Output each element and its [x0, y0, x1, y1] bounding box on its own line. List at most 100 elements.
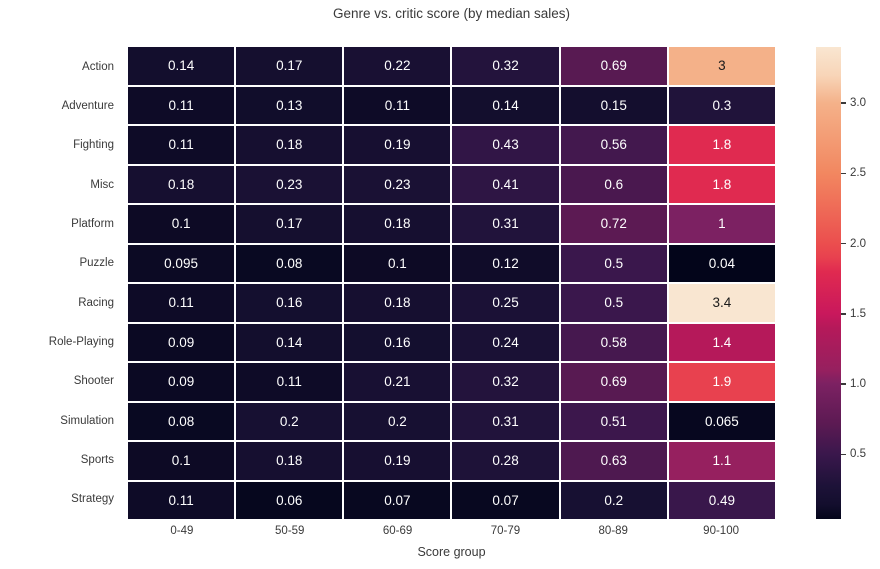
- heatmap-cell: 0.16: [344, 323, 451, 361]
- heatmap-cell: 0.14: [236, 323, 343, 361]
- heatmap-cell: 0.16: [236, 284, 343, 322]
- colorbar: [816, 47, 841, 519]
- heatmap-cell: 3: [668, 47, 775, 85]
- colorbar-tick-label: 1.0: [850, 378, 866, 391]
- heatmap-cell: 0.13: [236, 86, 343, 124]
- heatmap-cell: 0.22: [344, 47, 451, 85]
- colorbar-tick-mark: [841, 383, 846, 385]
- heatmap-cell: 3.4: [668, 284, 775, 322]
- heatmap-cell: 0.23: [236, 165, 343, 203]
- heatmap-cell: 0.49: [668, 481, 775, 519]
- heatmap-cell: 0.18: [236, 126, 343, 164]
- heatmap-cell: 0.14: [128, 47, 235, 85]
- heatmap-cell: 0.32: [452, 363, 559, 401]
- colorbar-tick-mark: [841, 242, 846, 245]
- x-tick-label: 90-100: [703, 525, 739, 537]
- heatmap-cell: 0.18: [344, 284, 451, 322]
- y-tick-label: Fighting: [73, 139, 114, 152]
- heatmap-cell: 0.11: [128, 284, 235, 322]
- heatmap-cell: 0.18: [344, 205, 451, 243]
- heatmap-cell: 0.17: [236, 47, 343, 85]
- heatmap-cell: 0.11: [236, 363, 343, 401]
- heatmap-cell: 0.09: [128, 323, 235, 361]
- heatmap-cell: 0.56: [560, 126, 667, 164]
- heatmap-cell: 0.19: [344, 442, 451, 480]
- y-tick-label: Strategy: [71, 493, 114, 506]
- x-tick-label: 50-59: [275, 525, 305, 537]
- heatmap-cell: 0.69: [560, 47, 667, 85]
- heatmap-cell: 0.17: [236, 205, 343, 243]
- y-tick-label: Shooter: [73, 375, 114, 388]
- heatmap-cell: 0.31: [452, 205, 559, 243]
- colorbar-tick-label: 2.0: [850, 237, 866, 250]
- heatmap-cell: 0.11: [128, 86, 235, 124]
- heatmap-cell: 0.69: [560, 363, 667, 401]
- heatmap-cell: 0.28: [452, 442, 559, 480]
- heatmap-cell: 0.43: [452, 126, 559, 164]
- heatmap-cell: 0.63: [560, 442, 667, 480]
- heatmap-cell: 1.4: [668, 323, 775, 361]
- heatmap-cell: 0.07: [344, 481, 451, 519]
- heatmap-cell: 0.15: [560, 86, 667, 124]
- heatmap-cell: 0.31: [452, 402, 559, 440]
- heatmap-cell: 0.19: [344, 126, 451, 164]
- heatmap-cell: 0.24: [452, 323, 559, 361]
- y-tick-label: Adventure: [61, 99, 114, 112]
- colorbar-tick-label: 1.5: [850, 307, 866, 320]
- heatmap-cell: 0.6: [560, 165, 667, 203]
- heatmap-cell: 0.5: [560, 244, 667, 282]
- heatmap-cell: 0.3: [668, 86, 775, 124]
- heatmap-cell: 0.18: [128, 165, 235, 203]
- colorbar-tick-mark: [841, 172, 846, 175]
- heatmap-cell: 0.11: [128, 481, 235, 519]
- heatmap-cell: 0.11: [344, 86, 451, 124]
- heatmap-cell: 0.18: [236, 442, 343, 480]
- heatmap-cell: 0.08: [128, 402, 235, 440]
- heatmap-cell: 0.14: [452, 86, 559, 124]
- y-axis-tick-labels: Action Adventure Fighting Misc Platform Puzzl…: [0, 47, 121, 519]
- heatmap-cell: 1: [668, 205, 775, 243]
- y-tick-label: Role-Playing: [48, 335, 114, 348]
- colorbar-tick-label: 0.5: [850, 448, 866, 461]
- heatmap-cell: 0.72: [560, 205, 667, 243]
- y-tick-label: Puzzle: [79, 257, 114, 270]
- heatmap-cell: 0.1: [128, 442, 235, 480]
- x-tick-label: 80-89: [598, 525, 628, 537]
- x-axis-tick-labels: 0-49 50-59 60-69 70-79 80-89 90-100: [128, 525, 775, 540]
- heatmap-cell: 0.08: [236, 244, 343, 282]
- heatmap-grid: 0.14 0.17 0.22 0.32 0.69 3 0.11 0.13 0.11 0.14 0.1…: [128, 47, 775, 519]
- y-tick-label: Sports: [80, 453, 114, 466]
- heatmap-cell: 1.1: [668, 442, 775, 480]
- heatmap-cell: 0.51: [560, 402, 667, 440]
- colorbar-tick-label: 3.0: [850, 97, 866, 110]
- heatmap-cell: 0.32: [452, 47, 559, 85]
- x-tick-label: 70-79: [490, 525, 521, 537]
- heatmap-cell: 0.1: [344, 244, 451, 282]
- heatmap-cell: 0.06: [236, 481, 343, 519]
- heatmap-cell: 0.07: [452, 481, 559, 519]
- heatmap-cell: 0.04: [668, 244, 775, 282]
- heatmap-cell: 0.2: [344, 402, 451, 440]
- chart-title: Genre vs. critic score (by median sales): [332, 6, 571, 21]
- colorbar-tick-mark: [841, 453, 846, 456]
- heatmap-cell: 0.12: [452, 244, 559, 282]
- heatmap-cell: 0.095: [128, 244, 235, 282]
- y-tick-label: Platform: [71, 217, 114, 230]
- heatmap-cell: 1.9: [668, 363, 775, 401]
- heatmap-cell: 0.58: [560, 323, 667, 361]
- x-axis-title: Score group: [417, 545, 486, 559]
- heatmap-cell: 0.2: [560, 481, 667, 519]
- y-tick-label: Action: [82, 60, 114, 73]
- heatmap-cell: 0.41: [452, 165, 559, 203]
- heatmap-cell: 0.5: [560, 284, 667, 322]
- colorbar-tick-mark: [841, 313, 846, 315]
- heatmap-cell: 0.065: [668, 402, 775, 440]
- y-tick-label: Racing: [78, 296, 114, 309]
- heatmap-cell: 1.8: [668, 126, 775, 164]
- x-tick-label: 0-49: [170, 525, 194, 537]
- y-tick-label: Misc: [90, 178, 114, 191]
- colorbar-tick-mark: [841, 102, 846, 104]
- heatmap-cell: 0.2: [236, 402, 343, 440]
- x-tick-label: 60-69: [382, 525, 413, 537]
